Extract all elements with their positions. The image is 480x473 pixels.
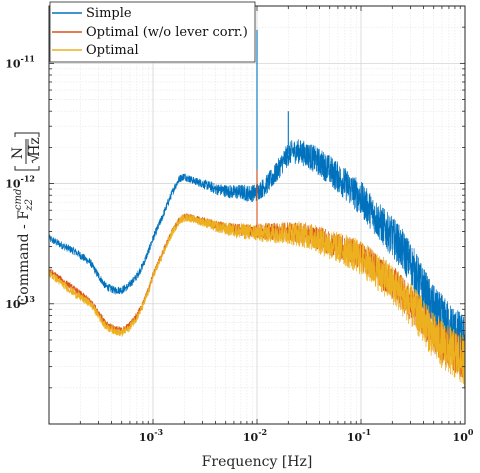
y-axis-title: Command - Fcmdz2 N Hz bbox=[10, 132, 43, 306]
legend-label-optimal: Optimal bbox=[86, 43, 139, 58]
x-tick-label: 10-2 bbox=[243, 427, 267, 444]
y-tick-label: 10-12 bbox=[5, 174, 35, 191]
x-tick-label: 10-3 bbox=[139, 427, 164, 444]
y-tick-label: 10-13 bbox=[5, 294, 35, 311]
y-unit-right-bracket bbox=[14, 132, 40, 137]
legend-entry-optimal-without-lever-correction: Optimal (w/o lever corr.) bbox=[52, 25, 248, 40]
legend-entry-simple: Simple bbox=[52, 6, 132, 21]
series-line-0 bbox=[49, 29, 465, 365]
y-axis-title-prefix: Command - F bbox=[16, 210, 32, 306]
x-tick-labels: 10-3 10-2 10-1 100 bbox=[139, 427, 474, 444]
y-unit-denominator: Hz bbox=[27, 137, 43, 157]
y-unit-radical bbox=[27, 139, 40, 164]
x-tick-label: 100 bbox=[453, 427, 474, 444]
x-tick-label: 10-1 bbox=[347, 427, 371, 444]
series-layer bbox=[49, 29, 465, 388]
svg-text:Command - Fcmdz2: Command - Fcmdz2 bbox=[13, 189, 35, 306]
legend-label-optimal-without-lever-correction: Optimal (w/o lever corr.) bbox=[86, 25, 248, 40]
legend: Simple Optimal (w/o lever corr.) Optimal bbox=[49, 1, 256, 63]
y-axis-title-superscript: cmd bbox=[13, 189, 24, 210]
legend-entry-optimal: Optimal bbox=[52, 43, 139, 58]
series-path bbox=[49, 139, 465, 365]
y-tick-labels: 10-13 10-12 10-11 bbox=[5, 53, 35, 310]
legend-box bbox=[49, 1, 256, 63]
y-tick-label: 10-11 bbox=[5, 53, 35, 70]
y-unit-numerator: N bbox=[10, 147, 26, 159]
series-line-2 bbox=[49, 214, 465, 388]
series-path bbox=[49, 214, 465, 388]
tick-marks bbox=[48, 5, 465, 425]
x-axis-title: Frequency [Hz] bbox=[202, 454, 313, 470]
y-axis-title-subscript: z2 bbox=[24, 199, 35, 212]
y-unit-left-bracket bbox=[14, 166, 40, 171]
legend-label-simple: Simple bbox=[86, 6, 132, 21]
